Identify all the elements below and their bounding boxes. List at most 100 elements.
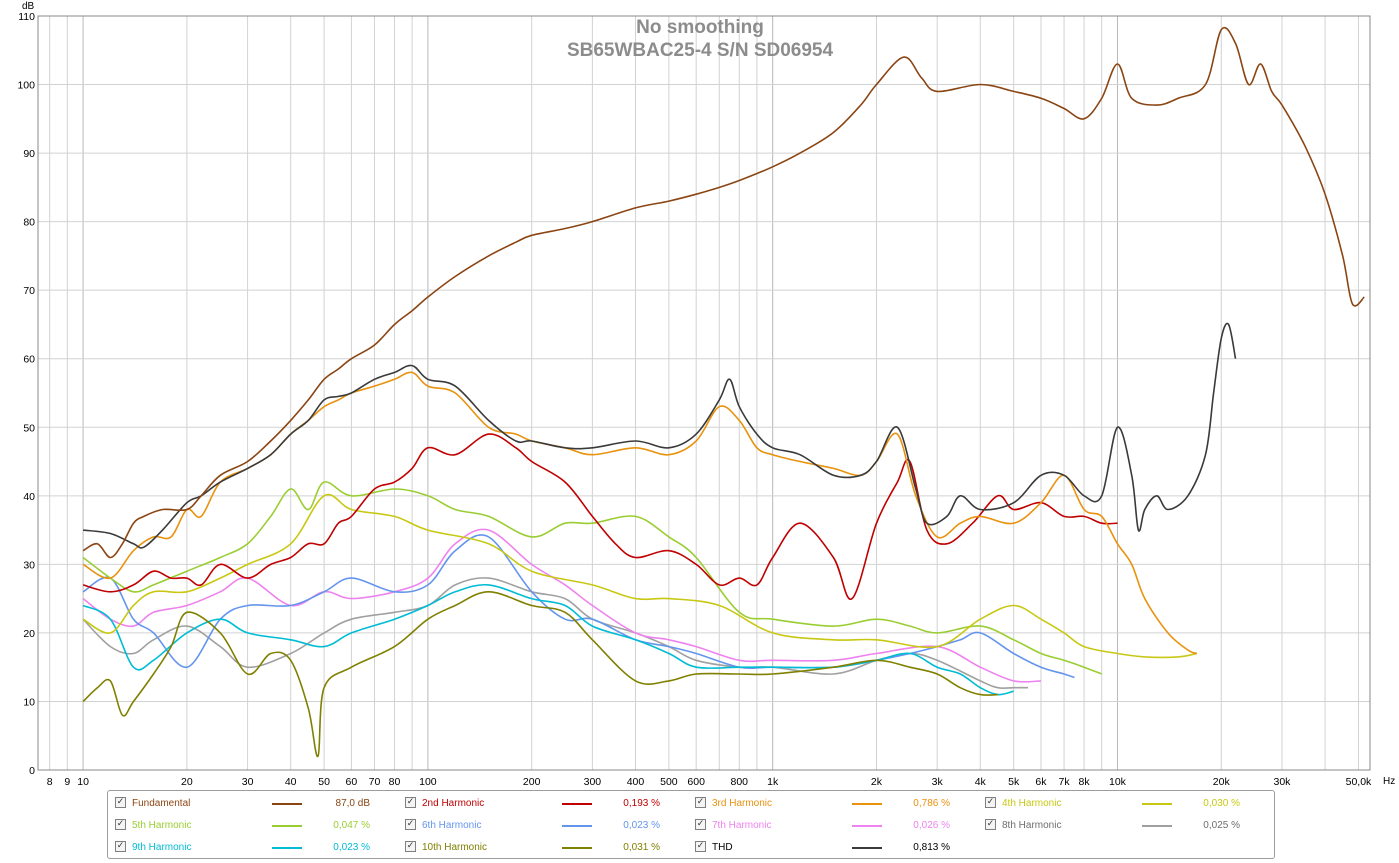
legend-swatch <box>1142 825 1172 827</box>
legend-value: 0,031 % <box>623 842 660 853</box>
legend-item-thd: ✓ THD 0,813 % <box>688 836 978 858</box>
legend-checkbox-10th-harmonic[interactable]: ✓ <box>405 841 416 852</box>
frequency-response-chart: 0 10 20 30 40 50 60 70 80 90 100 110 8 9 10 20 30 40 50 60… <box>0 0 1399 790</box>
legend-swatch <box>1142 803 1172 805</box>
legend-checkbox-5th-harmonic[interactable]: ✓ <box>115 819 126 830</box>
chart-title: No smoothing <box>636 17 764 38</box>
legend-label: 9th Harmonic <box>132 842 192 853</box>
legend-value: 0,047 % <box>333 820 370 831</box>
legend: ✓ Fundamental 87,0 dB ✓ 2nd Harmonic 0,193 % ✓… <box>107 790 1275 859</box>
legend-item-fundamental: ✓ Fundamental 87,0 dB <box>108 792 398 814</box>
series-line-2nd-harmonic <box>82 433 1118 600</box>
x-tick-label: 300 <box>584 776 602 788</box>
x-tick-label: 50 <box>318 776 330 788</box>
x-tick-label: 3k <box>932 776 944 788</box>
series-line-6th-harmonic <box>82 534 1075 679</box>
x-tick-label: 8k <box>1079 776 1091 788</box>
legend-value: 0,023 % <box>333 842 370 853</box>
x-tick-label: 70 <box>369 776 381 788</box>
x-tick-label: 400 <box>627 776 645 788</box>
grid-lines <box>38 15 1370 771</box>
series-line-fundamental <box>82 26 1365 559</box>
legend-checkbox-9th-harmonic[interactable]: ✓ <box>115 841 126 852</box>
y-tick-label: 60 <box>23 354 35 366</box>
legend-swatch <box>272 803 302 805</box>
series-line-5th-harmonic <box>82 481 1102 675</box>
x-tick-label: 2k <box>871 776 883 788</box>
x-tick-label: 20k <box>1213 776 1231 788</box>
x-tick-label: 5k <box>1008 776 1020 788</box>
legend-value: 0,786 % <box>913 798 950 809</box>
legend-label: 3rd Harmonic <box>712 798 773 809</box>
legend-value: 0,193 % <box>623 798 660 809</box>
legend-label: 10th Harmonic <box>422 842 488 853</box>
legend-checkbox-fundamental[interactable]: ✓ <box>115 797 126 808</box>
legend-value: 0,030 % <box>1203 798 1240 809</box>
series-line-10th-harmonic <box>82 591 998 758</box>
y-tick-label: 40 <box>23 491 35 503</box>
y-tick-label: 30 <box>23 559 35 571</box>
legend-checkbox-4th-harmonic[interactable]: ✓ <box>985 797 996 808</box>
x-tick-label: 1k <box>767 776 779 788</box>
legend-swatch <box>852 803 882 805</box>
legend-checkbox-7th-harmonic[interactable]: ✓ <box>695 819 706 830</box>
x-tick-label: 80 <box>389 776 401 788</box>
legend-item-8th-harmonic: ✓ 8th Harmonic 0,025 % <box>978 814 1268 836</box>
legend-label: 6th Harmonic <box>422 820 482 831</box>
legend-swatch <box>562 825 592 827</box>
legend-item-10th-harmonic: ✓ 10th Harmonic 0,031 % <box>398 836 688 858</box>
x-tick-label: 10k <box>1109 776 1127 788</box>
legend-item-5th-harmonic: ✓ 5th Harmonic 0,047 % <box>108 814 398 836</box>
y-tick-label: 70 <box>23 285 35 297</box>
x-tick-label: 50,0k <box>1346 776 1372 788</box>
x-tick-label: 6k <box>1035 776 1047 788</box>
legend-item-4th-harmonic: ✓ 4th Harmonic 0,030 % <box>978 792 1268 814</box>
legend-checkbox-2nd-harmonic[interactable]: ✓ <box>405 797 416 808</box>
legend-swatch <box>852 825 882 827</box>
legend-checkbox-thd[interactable]: ✓ <box>695 841 706 852</box>
x-axis-unit: Hz <box>1383 776 1395 787</box>
legend-item-7th-harmonic: ✓ 7th Harmonic 0,026 % <box>688 814 978 836</box>
chart-subtitle: SB65WBAC25-4 S/N SD06954 <box>567 40 834 61</box>
legend-item-6th-harmonic: ✓ 6th Harmonic 0,023 % <box>398 814 688 836</box>
legend-swatch <box>562 803 592 805</box>
x-tick-label: 60 <box>346 776 358 788</box>
legend-checkbox-6th-harmonic[interactable]: ✓ <box>405 819 416 830</box>
legend-swatch <box>562 847 592 849</box>
legend-checkbox-8th-harmonic[interactable]: ✓ <box>985 819 996 830</box>
legend-label: 7th Harmonic <box>712 820 772 831</box>
legend-value: 87,0 dB <box>335 798 370 809</box>
legend-value: 0,025 % <box>1203 820 1240 831</box>
x-tick-label: 100 <box>419 776 437 788</box>
legend-label: 8th Harmonic <box>1002 820 1062 831</box>
x-tick-label: 40 <box>285 776 297 788</box>
x-tick-label: 4k <box>975 776 987 788</box>
series-line-thd <box>82 322 1237 549</box>
y-tick-label: 20 <box>23 628 35 640</box>
y-tick-label: 10 <box>23 696 35 708</box>
plot-frame <box>37 15 1371 771</box>
y-tick-label: 80 <box>23 217 35 229</box>
x-tick-label: 30 <box>242 776 254 788</box>
y-tick-label: 0 <box>29 765 35 777</box>
y-tick-label: 90 <box>23 148 35 160</box>
x-tick-label: 8 <box>47 776 53 788</box>
x-tick-label: 600 <box>687 776 705 788</box>
legend-label: 5th Harmonic <box>132 820 192 831</box>
x-tick-labels: 8 9 10 20 30 40 50 60 70 80 100 200 300 400 500 600 800 1… <box>47 776 1372 788</box>
y-tick-labels: 0 10 20 30 40 50 60 70 80 90 100 110 <box>17 11 35 777</box>
series-line-7th-harmonic <box>82 528 1042 683</box>
y-tick-label: 110 <box>18 11 35 23</box>
legend-label: Fundamental <box>132 798 191 809</box>
x-tick-label: 9 <box>64 776 70 788</box>
x-tick-label: 30k <box>1274 776 1292 788</box>
chart-background <box>0 0 1399 790</box>
legend-swatch <box>272 825 302 827</box>
y-tick-label: 100 <box>17 80 35 92</box>
legend-item-3rd-harmonic: ✓ 3rd Harmonic 0,786 % <box>688 792 978 814</box>
legend-value: 0,023 % <box>623 820 660 831</box>
x-tick-label: 200 <box>523 776 541 788</box>
series-line-9th-harmonic <box>82 583 1014 696</box>
legend-checkbox-3rd-harmonic[interactable]: ✓ <box>695 797 706 808</box>
legend-value: 0,813 % <box>913 842 950 853</box>
